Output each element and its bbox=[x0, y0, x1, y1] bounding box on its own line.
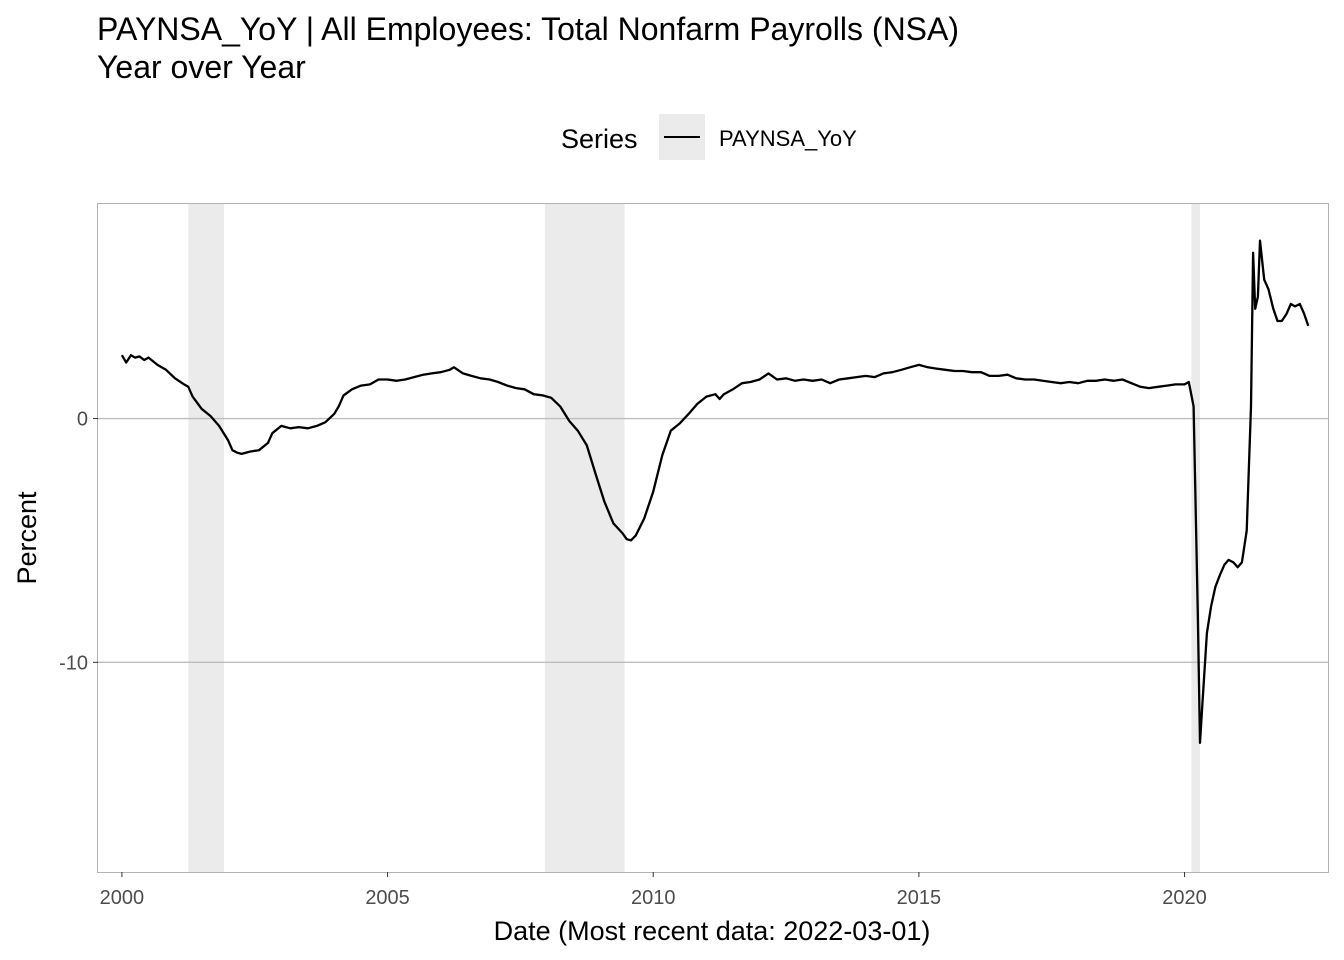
x-tick-label-1: 2005 bbox=[365, 887, 410, 909]
recession-band-1 bbox=[544, 204, 625, 872]
chart-subtitle: Year over Year bbox=[97, 49, 306, 85]
chart-title-block: PAYNSA_YoY | All Employees: Total Nonfar… bbox=[97, 10, 959, 86]
x-tick-label-3: 2015 bbox=[897, 887, 942, 909]
chart-title: PAYNSA_YoY | All Employees: Total Nonfar… bbox=[97, 11, 960, 47]
gridlines bbox=[98, 417, 1328, 664]
y-tick-label-1: -10 bbox=[59, 652, 88, 674]
legend-title: Series bbox=[561, 124, 638, 154]
panel-border bbox=[97, 203, 1329, 873]
y-tick-label-0: 0 bbox=[77, 409, 88, 431]
x-axis-title: Date (Most recent data: 2022-03-01) bbox=[494, 916, 931, 946]
recession-shading bbox=[188, 204, 1200, 872]
recession-band-0 bbox=[188, 204, 224, 872]
x-tick-label-0: 2000 bbox=[100, 887, 145, 909]
x-tick-label-2: 2010 bbox=[631, 887, 676, 909]
axes: 0 -10 2000 2005 2010 2015 2020 bbox=[59, 409, 1207, 909]
x-tick-label-4: 2020 bbox=[1162, 887, 1207, 909]
series-line-PAYNSA_YoY bbox=[120, 239, 1310, 744]
legend: Series PAYNSA_YoY bbox=[0, 112, 1344, 162]
legend-key bbox=[659, 114, 705, 160]
legend-label: PAYNSA_YoY bbox=[719, 126, 857, 151]
legend-key-line-icon bbox=[664, 136, 700, 139]
series-layer bbox=[120, 239, 1310, 744]
y-axis-title: Percent bbox=[12, 491, 42, 585]
